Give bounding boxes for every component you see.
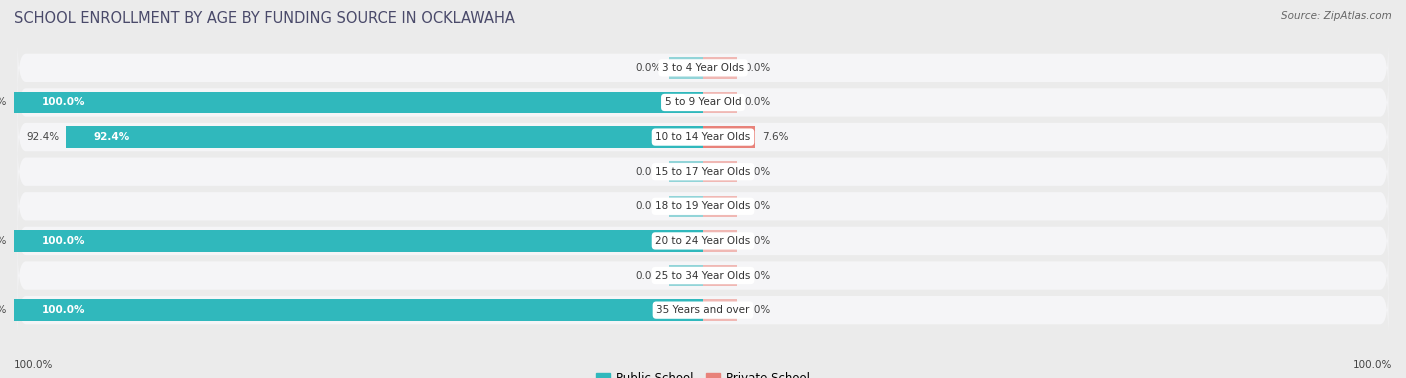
Bar	[703, 57, 738, 79]
Text: 100.0%: 100.0%	[0, 305, 7, 315]
Text: 0.0%: 0.0%	[636, 167, 662, 177]
FancyBboxPatch shape	[17, 179, 1389, 234]
Legend: Public School, Private School: Public School, Private School	[592, 367, 814, 378]
Text: 92.4%: 92.4%	[27, 132, 59, 142]
Text: 0.0%: 0.0%	[744, 63, 770, 73]
Bar	[669, 195, 703, 217]
Bar	[669, 57, 703, 79]
Bar	[703, 195, 738, 217]
FancyBboxPatch shape	[17, 40, 1389, 95]
Text: 15 to 17 Year Olds: 15 to 17 Year Olds	[655, 167, 751, 177]
Text: 0.0%: 0.0%	[744, 271, 770, 280]
Text: 0.0%: 0.0%	[744, 167, 770, 177]
Text: 18 to 19 Year Olds: 18 to 19 Year Olds	[655, 201, 751, 211]
Text: 10 to 14 Year Olds: 10 to 14 Year Olds	[655, 132, 751, 142]
Text: Source: ZipAtlas.com: Source: ZipAtlas.com	[1281, 11, 1392, 21]
Bar	[669, 161, 703, 183]
Text: 0.0%: 0.0%	[636, 63, 662, 73]
Text: 7.6%: 7.6%	[762, 132, 789, 142]
Text: 0.0%: 0.0%	[744, 305, 770, 315]
Text: 0.0%: 0.0%	[744, 236, 770, 246]
Bar	[14, 230, 703, 252]
FancyBboxPatch shape	[17, 248, 1389, 303]
Text: 25 to 34 Year Olds: 25 to 34 Year Olds	[655, 271, 751, 280]
Text: 20 to 24 Year Olds: 20 to 24 Year Olds	[655, 236, 751, 246]
Bar	[703, 126, 755, 148]
Text: 100.0%: 100.0%	[0, 236, 7, 246]
FancyBboxPatch shape	[17, 144, 1389, 199]
Text: 100.0%: 100.0%	[0, 98, 7, 107]
FancyBboxPatch shape	[17, 214, 1389, 268]
Text: 100.0%: 100.0%	[42, 305, 86, 315]
Bar	[703, 265, 738, 286]
Bar	[703, 161, 738, 183]
Bar	[669, 265, 703, 286]
FancyBboxPatch shape	[17, 283, 1389, 338]
Text: 0.0%: 0.0%	[636, 201, 662, 211]
Text: 92.4%: 92.4%	[94, 132, 131, 142]
Bar	[14, 299, 703, 321]
Text: 0.0%: 0.0%	[744, 201, 770, 211]
Text: 100.0%: 100.0%	[42, 236, 86, 246]
Text: 0.0%: 0.0%	[744, 98, 770, 107]
Bar	[703, 299, 738, 321]
Bar	[14, 92, 703, 113]
Bar	[703, 92, 738, 113]
Text: 100.0%: 100.0%	[42, 98, 86, 107]
Text: SCHOOL ENROLLMENT BY AGE BY FUNDING SOURCE IN OCKLAWAHA: SCHOOL ENROLLMENT BY AGE BY FUNDING SOUR…	[14, 11, 515, 26]
FancyBboxPatch shape	[17, 75, 1389, 130]
Text: 100.0%: 100.0%	[1353, 361, 1392, 370]
Text: 5 to 9 Year Old: 5 to 9 Year Old	[665, 98, 741, 107]
Text: 3 to 4 Year Olds: 3 to 4 Year Olds	[662, 63, 744, 73]
Bar	[66, 126, 703, 148]
FancyBboxPatch shape	[17, 110, 1389, 164]
Bar	[703, 230, 738, 252]
Text: 0.0%: 0.0%	[636, 271, 662, 280]
Text: 100.0%: 100.0%	[14, 361, 53, 370]
Text: 35 Years and over: 35 Years and over	[657, 305, 749, 315]
